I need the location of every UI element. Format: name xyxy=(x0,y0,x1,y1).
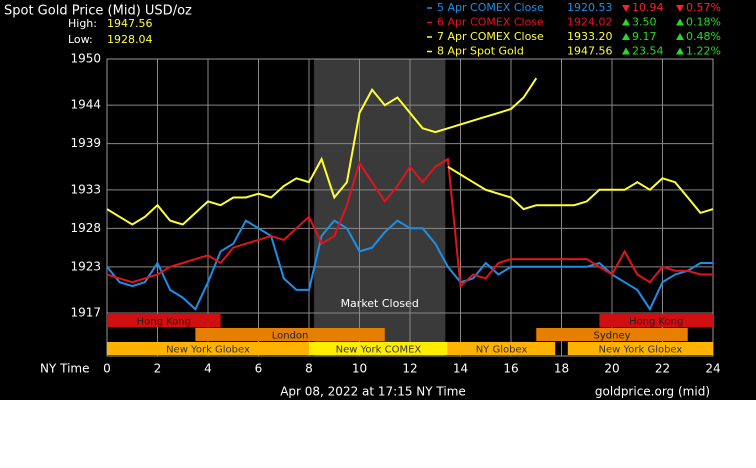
high-label: High: xyxy=(68,17,97,30)
session-label: London xyxy=(272,331,309,342)
x-tick-label: 14 xyxy=(453,362,468,376)
legend-change: 9.17 xyxy=(632,30,657,43)
legend-close: 1924.02 xyxy=(567,16,613,29)
session-band xyxy=(107,314,221,327)
session-band xyxy=(599,314,713,327)
direction-arrow xyxy=(676,33,684,40)
series-line xyxy=(447,165,714,215)
legend-label: 6 Apr COMEX Close xyxy=(437,16,544,29)
x-tick-label: 8 xyxy=(305,362,313,376)
legend-close: 1933.20 xyxy=(567,30,613,43)
legend-change: 3.50 xyxy=(632,16,657,29)
x-tick-label: 22 xyxy=(655,362,670,376)
x-tick-label: 20 xyxy=(604,362,619,376)
legend-close: 1947.56 xyxy=(567,45,613,58)
y-tick-label: 1939 xyxy=(70,136,101,150)
x-tick-label: 4 xyxy=(204,362,212,376)
session-label: NY Globex xyxy=(476,345,528,356)
y-tick-label: 1933 xyxy=(70,182,101,196)
session-label: Sydney xyxy=(593,331,630,342)
session-label: Hong Kong xyxy=(629,317,683,328)
legend-change-pct: 0.57% xyxy=(686,1,721,14)
x-tick-label: 6 xyxy=(255,362,263,376)
direction-arrow xyxy=(622,47,630,55)
direction-arrow xyxy=(676,5,684,12)
y-tick-label: 1950 xyxy=(70,52,101,66)
legend-change: 10.94 xyxy=(632,1,664,14)
direction-arrow xyxy=(676,18,684,26)
session-label: New York Globex xyxy=(166,345,250,356)
direction-arrow xyxy=(622,5,630,12)
y-tick-label: 1944 xyxy=(70,98,101,112)
x-tick-label: 16 xyxy=(503,362,518,376)
low-value: 1928.04 xyxy=(107,33,153,46)
chart-title: Spot Gold Price (Mid) USD/oz xyxy=(4,4,192,19)
legend-change: 23.54 xyxy=(632,45,664,58)
x-tick-label: 18 xyxy=(554,362,569,376)
footer: Apr 08, 2022 at 17:15 NY Time xyxy=(280,385,466,399)
high-value: 1947.56 xyxy=(107,17,153,30)
session-band xyxy=(536,328,688,341)
session-band xyxy=(447,342,556,355)
x-tick-label: 12 xyxy=(402,362,417,376)
x-tick-label: 10 xyxy=(352,362,367,376)
low-label: Low: xyxy=(68,33,93,46)
x-tick-label: 24 xyxy=(705,362,720,376)
session-band xyxy=(107,342,309,355)
session-label: Hong Kong xyxy=(137,317,191,328)
x-tick-label: 0 xyxy=(103,362,111,376)
session-band xyxy=(309,342,448,355)
session-label: New York COMEX xyxy=(336,345,422,356)
direction-arrow xyxy=(622,18,630,26)
y-tick-label: 1923 xyxy=(70,259,101,273)
legend-change-pct: 0.48% xyxy=(686,30,721,43)
plot-border xyxy=(106,58,714,357)
annotation: Market Closed xyxy=(341,297,419,310)
legend-label: 8 Apr Spot Gold xyxy=(437,45,524,58)
session-band xyxy=(567,342,713,355)
source: goldprice.org (mid) xyxy=(595,385,710,399)
legend-close: 1920.53 xyxy=(567,1,613,14)
x-axis-label: NY Time xyxy=(40,362,90,376)
direction-arrow xyxy=(622,33,630,40)
y-tick-label: 1917 xyxy=(70,306,101,320)
series-line xyxy=(106,157,713,289)
market-closed-shade xyxy=(314,59,446,356)
legend-label: 7 Apr COMEX Close xyxy=(437,30,544,43)
session-band xyxy=(195,328,385,341)
legend-label: 5 Apr COMEX Close xyxy=(437,1,544,14)
session-label: New York Globex xyxy=(598,345,682,356)
series-line xyxy=(106,77,538,226)
direction-arrow xyxy=(676,47,684,55)
x-tick-label: 2 xyxy=(154,362,162,376)
legend-change-pct: 1.22% xyxy=(686,45,721,58)
y-tick-label: 1928 xyxy=(70,221,101,235)
legend-change-pct: 0.18% xyxy=(686,16,721,29)
